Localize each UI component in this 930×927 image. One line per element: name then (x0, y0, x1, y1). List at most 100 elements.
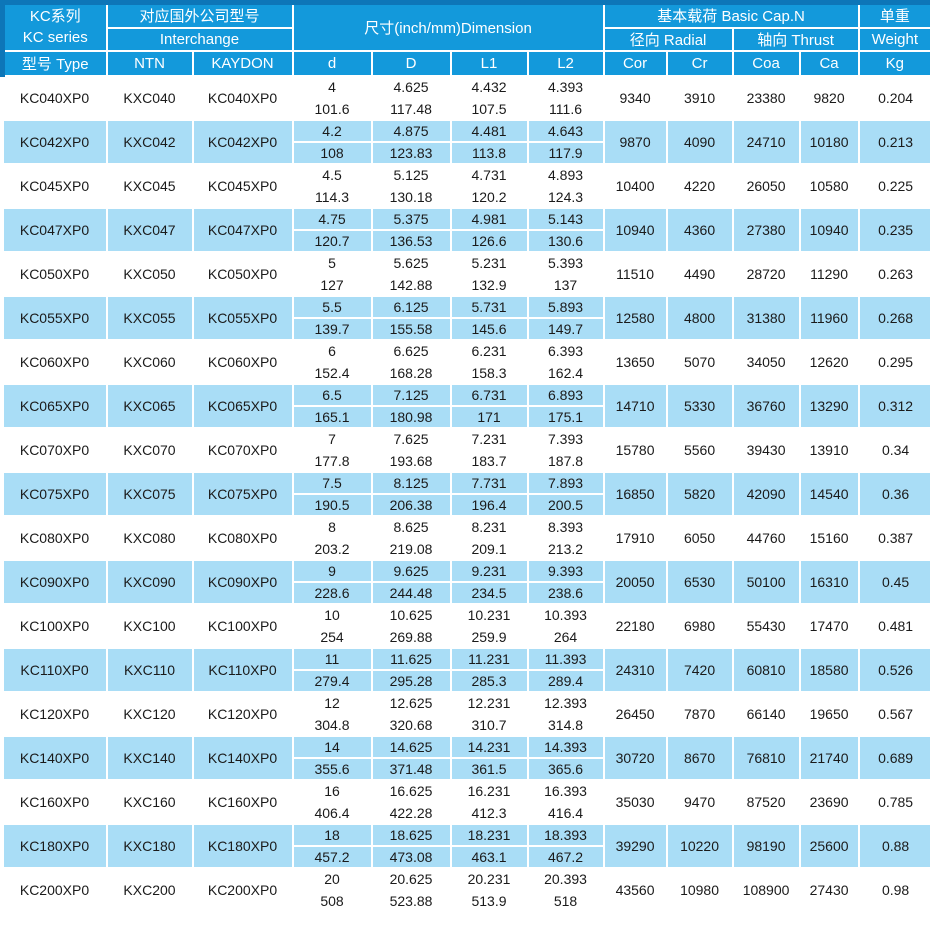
ntn-cell: KXC075 (105, 470, 194, 517)
d-inch-cell: 6 (291, 338, 373, 363)
cor-cell: 13650 (602, 338, 668, 385)
col-L1: L1 (449, 49, 529, 77)
d-mm-cell: 406.4 (291, 800, 373, 825)
D-inch-cell: 8.625 (370, 514, 452, 539)
cor-cell: 35030 (602, 778, 668, 825)
cor-cell: 16850 (602, 470, 668, 517)
kaydon-cell: KC040XP0 (191, 74, 294, 121)
model-cell: KC045XP0 (1, 162, 108, 209)
spec-row: 355.6 371.48 361.5 365.6 (3, 756, 930, 781)
d-mm-cell: 139.7 (291, 316, 373, 341)
kaydon-cell: KC120XP0 (191, 690, 294, 737)
d-mm-cell: 177.8 (291, 448, 373, 473)
D-inch-cell: 5.375 (370, 206, 452, 231)
radial-header: 径向 Radial (602, 26, 734, 52)
weight-en-header: Weight (857, 26, 930, 52)
L2-mm-cell: 187.8 (526, 448, 605, 473)
cor-cell: 9870 (602, 118, 668, 165)
kg-cell: 0.268 (857, 294, 930, 341)
L1-inch-cell: 14.231 (449, 734, 529, 759)
ntn-cell: KXC047 (105, 206, 194, 253)
coa-cell: 23380 (731, 74, 801, 121)
L1-inch-cell: 9.231 (449, 558, 529, 583)
d-mm-cell: 127 (291, 272, 373, 297)
cr-cell: 5070 (665, 338, 734, 385)
spec-row: 457.2 473.08 463.1 467.2 (3, 844, 930, 869)
kg-cell: 0.213 (857, 118, 930, 165)
cr-cell: 10980 (665, 866, 734, 913)
D-inch-cell: 5.625 (370, 250, 452, 275)
D-inch-cell: 18.625 (370, 822, 452, 847)
D-mm-cell: 142.88 (370, 272, 452, 297)
kaydon-cell: KC065XP0 (191, 382, 294, 429)
L2-mm-cell: 467.2 (526, 844, 605, 869)
header-row-3: 型号 Type NTN KAYDON d D L1 L2 Cor Cr Coa … (0, 49, 930, 77)
coa-cell: 31380 (731, 294, 801, 341)
d-mm-cell: 228.6 (291, 580, 373, 605)
spec-row: 152.4 168.28 158.3 162.4 (3, 360, 930, 385)
spec-row: 177.8 193.68 183.7 187.8 (3, 448, 930, 473)
L2-inch-cell: 7.893 (526, 470, 605, 495)
L2-mm-cell: 289.4 (526, 668, 605, 693)
coa-cell: 26050 (731, 162, 801, 209)
ntn-cell: KXC090 (105, 558, 194, 605)
d-inch-cell: 4.5 (291, 162, 373, 187)
L2-mm-cell: 149.7 (526, 316, 605, 341)
L2-mm-cell: 111.6 (526, 96, 605, 121)
spec-row: 139.7 155.58 145.6 149.7 (3, 316, 930, 341)
D-inch-cell: 14.625 (370, 734, 452, 759)
L2-inch-cell: 8.393 (526, 514, 605, 539)
model-cell: KC140XP0 (1, 734, 108, 781)
kaydon-cell: KC055XP0 (191, 294, 294, 341)
col-kaydon: KAYDON (191, 49, 294, 77)
D-mm-cell: 136.53 (370, 228, 452, 253)
L2-inch-cell: 6.393 (526, 338, 605, 363)
model-cell: KC060XP0 (1, 338, 108, 385)
ca-cell: 10580 (798, 162, 860, 209)
spec-row: 228.6 244.48 234.5 238.6 (3, 580, 930, 605)
series-en-label: KC series (22, 29, 88, 47)
L2-inch-cell: 5.393 (526, 250, 605, 275)
spec-row: KC042XP0 KXC042 KC042XP0 4.2 4.875 4.481 4.643… (1, 118, 930, 165)
L2-mm-cell: 213.2 (526, 536, 605, 561)
ntn-cell: KXC110 (105, 646, 194, 693)
kaydon-cell: KC110XP0 (191, 646, 294, 693)
L2-inch-cell: 5.143 (526, 206, 605, 231)
D-mm-cell: 371.48 (370, 756, 452, 781)
ca-cell: 13910 (798, 426, 860, 473)
D-inch-cell: 6.125 (370, 294, 452, 319)
cr-cell: 8670 (665, 734, 734, 781)
kaydon-cell: KC100XP0 (191, 602, 294, 649)
L2-inch-cell: 4.643 (526, 118, 605, 143)
L2-mm-cell: 416.4 (526, 800, 605, 825)
ca-cell: 18580 (798, 646, 860, 693)
kaydon-cell: KC075XP0 (191, 470, 294, 517)
L1-mm-cell: 126.6 (449, 228, 529, 253)
ntn-cell: KXC042 (105, 118, 194, 165)
L1-mm-cell: 183.7 (449, 448, 529, 473)
d-inch-cell: 5 (291, 250, 373, 275)
ca-cell: 21740 (798, 734, 860, 781)
d-inch-cell: 14 (291, 734, 373, 759)
d-inch-cell: 8 (291, 514, 373, 539)
basic-cap-header: 基本载荷 Basic Cap.N (602, 0, 860, 29)
spec-row: KC065XP0 KXC065 KC065XP0 6.5 7.125 6.731 6.893… (1, 382, 930, 429)
kaydon-cell: KC180XP0 (191, 822, 294, 869)
D-inch-cell: 16.625 (370, 778, 452, 803)
col-coa: Coa (731, 49, 801, 77)
spec-row: KC080XP0 KXC080 KC080XP0 8 8.625 8.231 8.393 17… (1, 514, 930, 561)
model-cell: KC090XP0 (1, 558, 108, 605)
cor-cell: 22180 (602, 602, 668, 649)
L1-inch-cell: 12.231 (449, 690, 529, 715)
spec-row: 101.6 117.48 107.5 111.6 (3, 96, 930, 121)
L1-mm-cell: 259.9 (449, 624, 529, 649)
spec-row: 120.7 136.53 126.6 130.6 (3, 228, 930, 253)
col-type: 型号 Type (0, 49, 108, 77)
D-inch-cell: 7.125 (370, 382, 452, 407)
L1-inch-cell: 6.731 (449, 382, 529, 407)
ntn-cell: KXC100 (105, 602, 194, 649)
D-inch-cell: 5.125 (370, 162, 452, 187)
d-inch-cell: 18 (291, 822, 373, 847)
D-inch-cell: 11.625 (370, 646, 452, 671)
ntn-cell: KXC160 (105, 778, 194, 825)
